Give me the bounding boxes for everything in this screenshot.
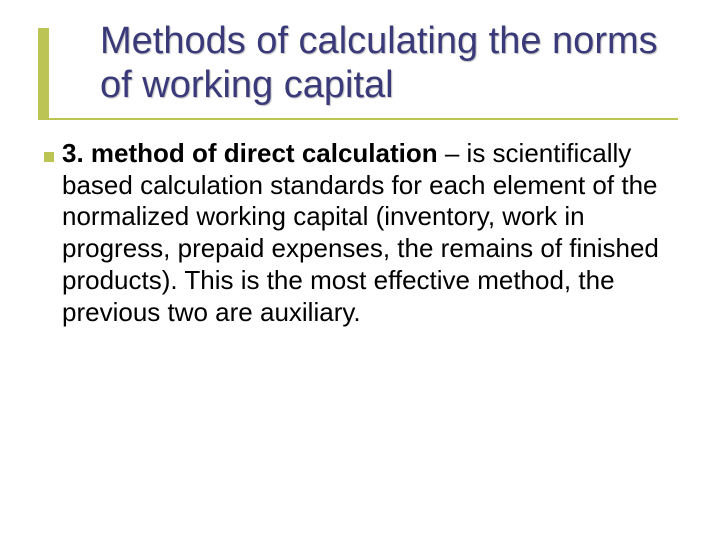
- body-text: 3. method of direct calculation – is sci…: [62, 138, 662, 328]
- title-underline: [38, 118, 678, 120]
- slide-title: Methods of calculating the norms of work…: [100, 20, 660, 107]
- bullet-square-icon: [44, 152, 54, 162]
- item-bold-lead: method of direct calculation: [91, 138, 438, 168]
- item-number: 3.: [62, 138, 84, 168]
- title-accent-block: [38, 28, 49, 118]
